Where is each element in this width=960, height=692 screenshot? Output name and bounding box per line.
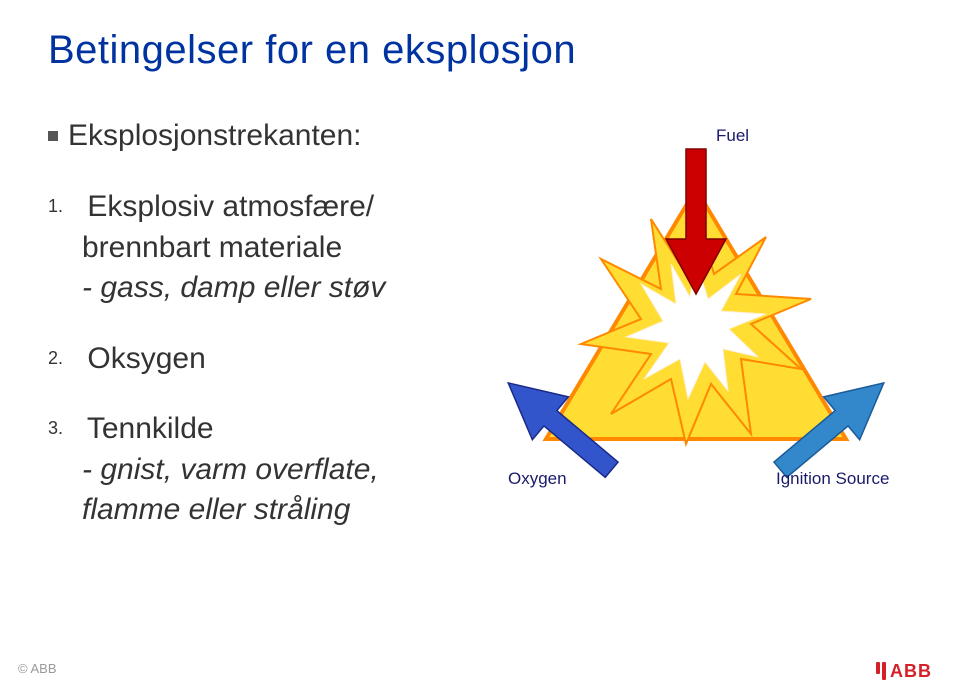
footer-copyright: © ABB	[18, 661, 57, 676]
list-item-sub: - gnist, varm overflate, flamme eller st…	[82, 450, 480, 531]
list-item: Tennkilde - gnist, varm overflate, flamm…	[48, 409, 480, 531]
oxygen-label: Oxygen	[508, 469, 567, 488]
conditions-list: Eksplosiv atmosfære/ brennbart materiale…	[48, 187, 480, 531]
text-column: Eksplosjonstrekanten: Eksplosiv atmosfær…	[48, 119, 480, 561]
bullet-square-icon	[48, 131, 58, 141]
list-item-main: Oksygen	[87, 342, 205, 375]
abb-logo: ABB	[876, 662, 932, 680]
diagram-column: Fuel Oxygen Ignition Source	[480, 119, 912, 561]
subtitle-row: Eksplosjonstrekanten:	[48, 119, 480, 153]
page-title: Betingelser for en eksplosjon	[48, 28, 912, 73]
fuel-label: Fuel	[716, 126, 749, 145]
slide: Betingelser for en eksplosjon Eksplosjon…	[0, 0, 960, 692]
abb-logo-bars-icon	[876, 662, 886, 680]
list-item-main: Tennkilde	[87, 412, 214, 445]
list-item-sub: - gass, damp eller støv	[82, 268, 480, 309]
ignition-label: Ignition Source	[776, 469, 889, 488]
subtitle: Eksplosjonstrekanten:	[68, 119, 362, 153]
fire-triangle-diagram: Fuel Oxygen Ignition Source	[486, 119, 906, 499]
abb-logo-text: ABB	[890, 662, 932, 680]
list-item-main: Eksplosiv atmosfære/ brennbart materiale	[82, 190, 374, 264]
content-row: Eksplosjonstrekanten: Eksplosiv atmosfær…	[48, 119, 912, 561]
list-item: Eksplosiv atmosfære/ brennbart materiale…	[48, 187, 480, 309]
list-item: Oksygen	[48, 339, 480, 380]
